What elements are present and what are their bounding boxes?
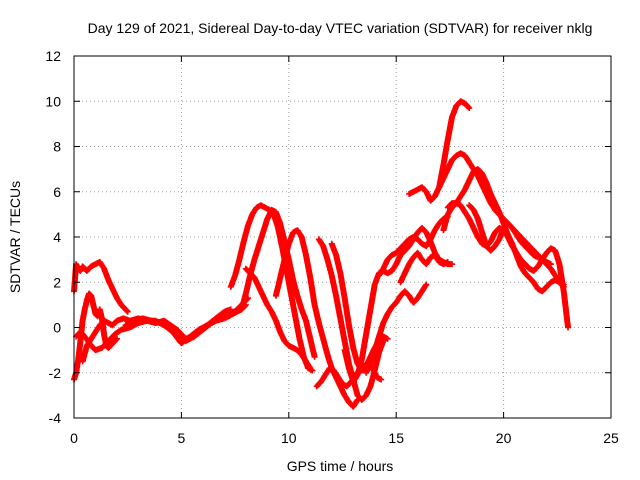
series-track-9 [272,227,361,410]
data-point-marks [466,202,554,268]
y-tick-label: -2 [49,365,62,381]
data-point-marks [397,249,451,286]
y-tick-label: 8 [53,139,61,155]
y-tick-label: -4 [49,410,62,426]
tick-layer: 0 5 10 15 20 25 -4 -2 0 2 4 6 8 10 12 [45,48,619,446]
data-point-marks [238,206,318,360]
series-track-1 [71,258,131,315]
grid-layer [74,56,611,418]
series-track-17 [436,98,473,191]
y-tick-label: 4 [53,229,61,245]
data-point-marks [272,227,361,410]
y-tick-label: 12 [45,48,61,64]
x-tick-label: 5 [178,430,186,446]
data-layer [71,98,572,410]
series-track-8 [242,265,314,372]
x-axis-label: GPS time / hours [287,458,394,474]
data-point-marks [242,265,314,372]
data-point-marks [363,281,430,376]
y-tick-label: 10 [45,93,61,109]
data-point-marks [227,202,316,374]
x-tick-label: 15 [388,430,404,446]
y-axis-label: SDTVAR / TECUs [7,181,23,293]
series-track-14 [363,281,430,376]
data-point-marks [71,258,131,315]
data-point-marks [122,295,251,345]
x-tick-label: 25 [603,430,619,446]
series-track-7 [238,206,318,360]
data-point-marks [406,150,567,290]
y-tick-label: 2 [53,274,61,290]
x-tick-label: 0 [70,430,78,446]
chart-title: Day 129 of 2021, Sidereal Day-to-day VTE… [88,20,593,36]
series-track-6 [227,202,316,374]
x-tick-label: 10 [281,430,297,446]
data-point-marks [444,200,572,331]
series-track-21 [397,249,451,286]
data-point-marks [436,98,473,191]
data-point-marks [376,213,451,279]
series-track-20 [376,213,451,279]
series-track-5 [122,295,251,345]
y-tick-label: 0 [53,320,61,336]
y-tick-label: 6 [53,184,61,200]
series-track-15 [406,150,567,290]
series-track-18 [444,200,572,331]
series-track-19 [466,202,554,268]
x-tick-label: 20 [496,430,512,446]
